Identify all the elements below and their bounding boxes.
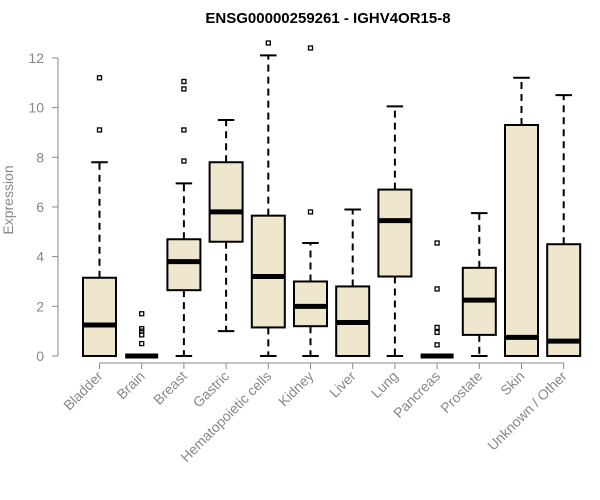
outlier-point (139, 326, 145, 332)
box-iqr (504, 123, 539, 357)
x-tick-label: Prostate (437, 368, 485, 416)
outlier-point (434, 342, 440, 348)
y-tick-label: 6 (36, 199, 44, 215)
box-iqr (82, 276, 117, 357)
box-prostate (461, 212, 497, 357)
y-tick-label: 8 (36, 149, 44, 165)
x-tick-label: Lung (368, 368, 401, 401)
box-iqr (250, 214, 286, 329)
outlier-point (307, 209, 314, 215)
box-skin (504, 76, 539, 357)
outlier-point (434, 286, 440, 292)
outlier-point (265, 40, 271, 46)
y-tick-label: 0 (36, 348, 44, 364)
y-tick-label: 10 (28, 100, 44, 116)
x-tick-label: Bladder (60, 368, 106, 414)
x-tick-label: Brain (113, 368, 147, 402)
box-unknown-other (546, 94, 582, 357)
box-iqr (377, 188, 413, 278)
box-hematopoietic-cells (250, 40, 286, 357)
outlier-point (307, 45, 314, 51)
box-liver (335, 208, 371, 357)
outlier-point (434, 240, 440, 246)
box-bladder (82, 75, 117, 357)
outlier-point (181, 127, 187, 133)
y-axis: 0 2 4 6 8 10 12 (28, 50, 59, 364)
box-lung (377, 105, 413, 357)
outlier-point (96, 75, 103, 81)
y-tick-label: 12 (28, 50, 44, 66)
box-gastric (208, 119, 244, 333)
outlier-point (434, 324, 440, 331)
box-brain (125, 311, 159, 359)
box-iqr (208, 161, 244, 243)
x-tick-label: Kidney (275, 368, 317, 410)
chart-title: ENSG00000259261 - IGHV4OR15-8 (205, 10, 450, 27)
box-breast (166, 78, 202, 357)
boxes-group (82, 40, 582, 359)
x-tick-label: Unknown / Other (484, 368, 570, 454)
y-tick-label: 2 (36, 298, 44, 314)
outlier-point (181, 86, 187, 92)
outlier-point (139, 340, 145, 347)
y-tick-label: 4 (36, 249, 44, 265)
outlier-point (434, 329, 440, 336)
box-iqr (166, 238, 202, 292)
outlier-point (139, 311, 145, 317)
outlier-point (181, 78, 187, 85)
x-tick-label: Skin (497, 368, 528, 399)
box-kidney (293, 45, 328, 357)
x-tick-label: Pancreas (390, 368, 443, 421)
box-iqr (546, 243, 582, 357)
box-pancreas (420, 240, 454, 359)
y-axis-label: Expression (0, 165, 16, 234)
outlier-point (181, 158, 187, 164)
x-tick-label: Breast (150, 368, 190, 408)
x-tick-label: Liver (326, 368, 359, 401)
outlier-point (96, 127, 103, 133)
